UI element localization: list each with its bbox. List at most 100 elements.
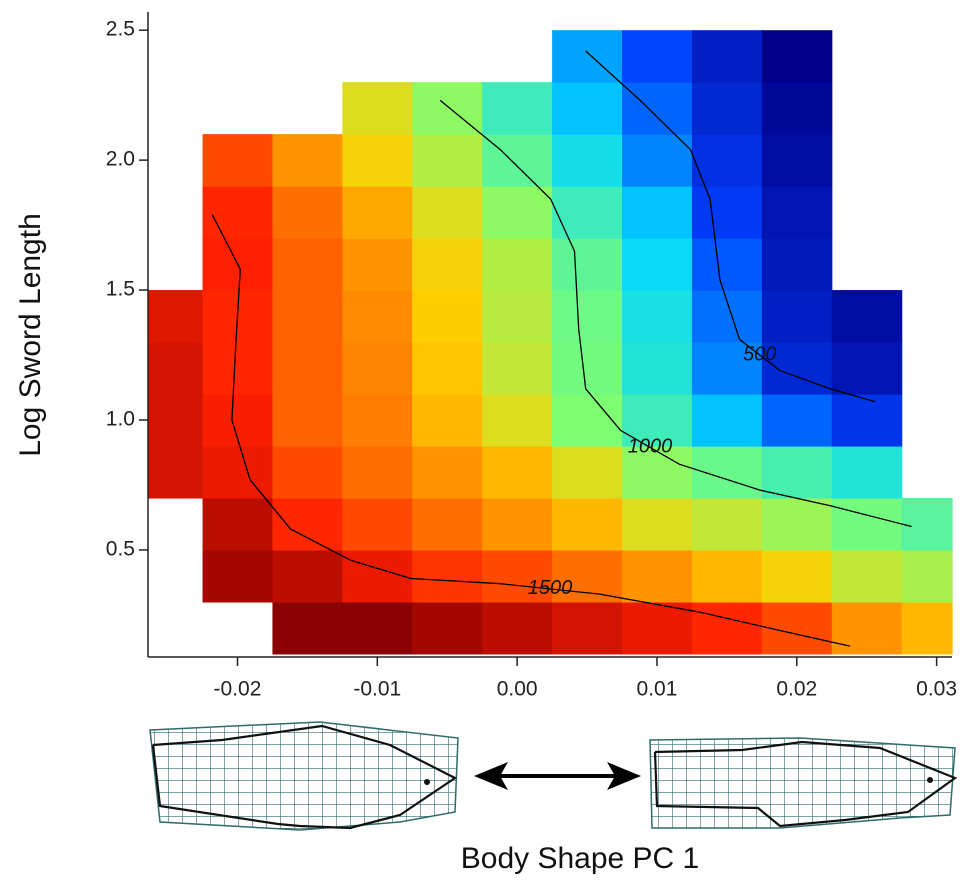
deformation-grid — [149, 721, 459, 831]
heatmap-cell — [482, 342, 553, 395]
heatmap-cell — [412, 601, 483, 655]
heatmap-cell — [761, 601, 833, 655]
heatmap-cell — [761, 134, 833, 187]
heatmap-cell — [622, 549, 693, 603]
heatmap-cell — [761, 549, 833, 603]
heatmap-cell — [622, 601, 693, 655]
heatmap-cell — [831, 342, 903, 395]
heatmap-cell — [622, 238, 693, 291]
heatmap-cell — [148, 342, 204, 395]
heatmap-cell — [482, 186, 553, 239]
heatmap-cell — [342, 445, 413, 499]
heatmap-cell — [272, 601, 343, 655]
heatmap-cell — [342, 82, 413, 135]
heatmap-cell — [622, 445, 693, 499]
heatmap-cell — [552, 82, 623, 135]
heatmap-cell — [552, 238, 623, 291]
heatmap-cell — [482, 394, 553, 447]
y-axis-title: Log Sword Length — [14, 213, 47, 457]
heatmap-cell — [272, 134, 343, 187]
y-tick-label: 1.0 — [106, 408, 135, 431]
y-tick-label: 1.5 — [106, 278, 135, 301]
heatmap-cell — [342, 497, 413, 551]
contour-lines: 500 1000 1500 — [211, 50, 912, 647]
heatmap-cell — [691, 342, 763, 395]
heatmap-cell — [622, 30, 693, 83]
shape-left — [149, 721, 459, 831]
heatmap-cell — [761, 186, 833, 239]
heatmap-cell — [552, 134, 623, 187]
heatmap-cell — [412, 497, 483, 551]
contour-label: 1500 — [528, 577, 573, 599]
heatmap-cell — [691, 601, 763, 655]
heatmap-cell — [342, 342, 413, 395]
heatmap-cell — [831, 601, 903, 655]
x-tick-label: 0.00 — [497, 678, 538, 701]
heatmap-cell — [691, 394, 763, 447]
heatmap-cell — [622, 290, 693, 343]
heatmap-cell — [691, 134, 763, 187]
heatmap-cell — [202, 342, 274, 395]
heatmap-cell — [412, 549, 483, 603]
heatmap-cell — [691, 30, 763, 83]
heatmap-cell — [412, 394, 483, 447]
heatmap-cell — [691, 186, 763, 239]
y-tick-label: 2.0 — [106, 148, 135, 171]
heatmap-cell — [342, 238, 413, 291]
heatmap-cell — [342, 186, 413, 239]
heatmap-cell — [148, 394, 204, 447]
heatmap-cell — [482, 497, 553, 551]
heatmap-cell — [622, 82, 693, 135]
heatmap-cell — [342, 601, 413, 655]
heatmap-cell — [552, 394, 623, 447]
heatmap-cell — [552, 342, 623, 395]
shape-outline — [653, 740, 958, 828]
heatmap-cell — [831, 394, 903, 447]
heatmap-cell — [761, 394, 833, 447]
contour-line — [211, 214, 851, 647]
heatmap-cell — [761, 445, 833, 499]
heatmap-cell — [202, 445, 274, 499]
heatmap-cell — [831, 445, 903, 499]
heatmap-cell — [552, 549, 623, 603]
heatmap-cell — [552, 601, 623, 655]
heatmap-cell — [691, 549, 763, 603]
heatmap-cell — [552, 445, 623, 499]
heatmap-cell — [691, 82, 763, 135]
heatmap-cell — [412, 238, 483, 291]
heatmap-cell — [202, 549, 274, 603]
landmark — [424, 779, 430, 785]
x-tick-label: 0.02 — [776, 678, 817, 701]
y-tick-label: 0.5 — [106, 537, 135, 560]
heatmap-cell — [272, 497, 343, 551]
heatmap-cell — [202, 134, 274, 187]
heatmap-cell — [342, 134, 413, 187]
heatmap-cell — [482, 549, 553, 603]
deformation-grid — [649, 737, 956, 829]
contour-label: 1000 — [628, 436, 673, 458]
heatmap-cell — [482, 290, 553, 343]
heatmap-cell — [482, 445, 553, 499]
heatmap-cell — [691, 290, 763, 343]
heatmap-cell — [622, 497, 693, 551]
x-tick-label: 0.01 — [637, 678, 678, 701]
heatmap-cell — [202, 497, 274, 551]
heatmap-cell — [412, 342, 483, 395]
heatmap-cell — [272, 445, 343, 499]
heatmap-cell — [761, 238, 833, 291]
y-tick-label: 2.5 — [106, 18, 135, 41]
contour-line — [439, 99, 912, 528]
heatmap-cell — [691, 497, 763, 551]
heatmap-cell — [272, 394, 343, 447]
heatmap-cell — [552, 497, 623, 551]
heatmap-cell — [622, 342, 693, 395]
heatmap-cell — [901, 601, 953, 655]
heatmap-cell — [482, 82, 553, 135]
heatmap-cell — [761, 30, 833, 83]
heatmap-cell — [831, 290, 903, 343]
heatmap-cell — [148, 445, 204, 499]
shape-right — [649, 737, 958, 829]
heatmap-cell — [552, 186, 623, 239]
heatmap-cell — [901, 497, 953, 551]
